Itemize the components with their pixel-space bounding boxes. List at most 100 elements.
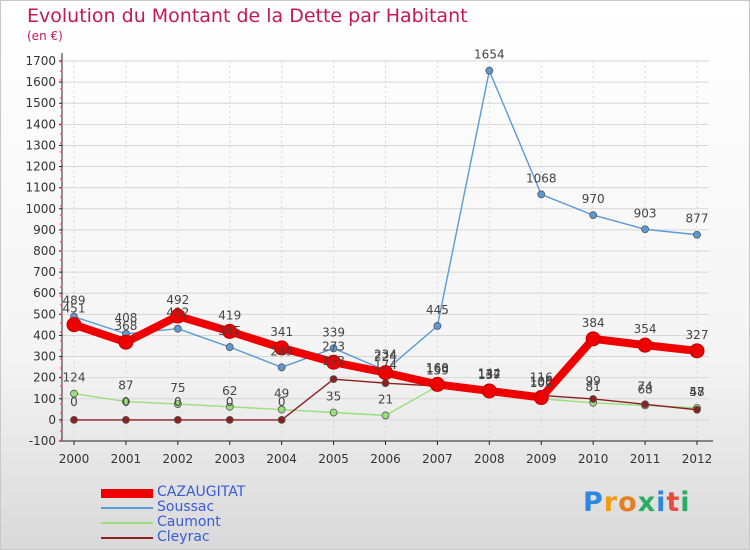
- axis-dot: [60, 367, 63, 369]
- data-label-caumont: 35: [326, 390, 341, 404]
- legend-swatch: [101, 488, 153, 498]
- logo-letter: i: [680, 487, 691, 518]
- logo-letter: x: [637, 487, 657, 518]
- data-point-cazaugitat: [689, 343, 705, 359]
- y-tick-label: 600: [33, 286, 56, 300]
- axis-dot: [60, 241, 63, 243]
- axis-dot: [60, 376, 63, 378]
- data-label-cazaugitat: 384: [582, 316, 605, 330]
- data-label-cazaugitat: 224: [374, 350, 397, 364]
- y-tick-label: 1300: [25, 138, 56, 152]
- data-point-cazaugitat: [66, 317, 82, 333]
- data-label-soussac: 345: [218, 324, 241, 338]
- axis-dot: [60, 277, 63, 279]
- x-tick-label: 2007: [422, 452, 453, 466]
- unit-label: (en €): [27, 29, 63, 43]
- data-label-caumont: 62: [222, 384, 237, 398]
- x-tick-label: 2004: [266, 452, 297, 466]
- grid-lines: [62, 60, 709, 442]
- legend-swatch: [101, 507, 153, 509]
- data-point-caumont: [277, 405, 286, 414]
- axis-dot: [60, 61, 63, 63]
- data-point-cleyrac: [329, 375, 338, 384]
- axis-dot: [60, 403, 63, 405]
- data-point-cleyrac: [381, 379, 390, 388]
- axis-dot: [60, 268, 63, 270]
- data-point-cazaugitat: [637, 337, 653, 353]
- data-point-soussac: [433, 322, 442, 330]
- y-tick-label: 1000: [25, 202, 56, 216]
- x-tick-label: 2003: [214, 452, 245, 466]
- data-label-cleyrac: 0: [174, 395, 182, 409]
- data-label-cleyrac: 116: [530, 370, 553, 384]
- data-label-cleyrac: 0: [122, 395, 130, 409]
- x-tick-label: 2008: [474, 452, 505, 466]
- data-point-cazaugitat: [222, 323, 238, 339]
- legend-swatch: [101, 537, 153, 539]
- data-point-cazaugitat: [481, 383, 497, 399]
- axis-dot: [60, 430, 63, 432]
- data-point-cazaugitat: [585, 331, 601, 347]
- data-label-soussac: 1068: [526, 171, 557, 185]
- data-point-soussac: [641, 225, 649, 234]
- axis-dot: [60, 178, 63, 180]
- data-point-soussac: [693, 230, 701, 239]
- data-label-caumont: 75: [170, 381, 185, 395]
- axis-dot: [60, 232, 63, 234]
- y-tick-label: 0: [48, 413, 56, 427]
- data-label-soussac: 249: [270, 344, 293, 358]
- data-point-soussac: [537, 190, 546, 199]
- data-label-cazaugitat: 341: [270, 325, 293, 339]
- axis-dot: [60, 169, 63, 171]
- data-label-caumont: 57: [689, 385, 704, 399]
- legend-label: Soussac: [157, 499, 215, 515]
- data-point-cleyrac: [173, 415, 182, 424]
- data-point-soussac: [225, 343, 234, 351]
- data-label-cazaugitat: 106: [530, 375, 553, 389]
- legend-label: Caumont: [157, 514, 221, 530]
- data-point-soussac: [277, 363, 286, 372]
- legend-swatch: [101, 522, 153, 524]
- axis-dot: [60, 160, 63, 162]
- axis-dot: [60, 385, 63, 387]
- data-label-cleyrac: 0: [70, 395, 78, 409]
- data-point-cleyrac: [70, 415, 78, 424]
- data-point-soussac: [485, 66, 494, 75]
- data-label-soussac: 432: [166, 306, 189, 320]
- data-label-cazaugitat: 273: [322, 339, 345, 353]
- y-tick-label: 500: [33, 307, 56, 321]
- y-tick-label: 1200: [25, 160, 56, 174]
- axis-dot: [60, 340, 63, 342]
- y-tick-label: 900: [33, 223, 56, 237]
- axis-dot: [60, 214, 63, 216]
- y-tick-label: 1600: [25, 75, 56, 89]
- data-label-cazaugitat: 327: [686, 328, 709, 342]
- x-tick-label: 2005: [318, 452, 349, 466]
- axis-dot: [60, 250, 63, 252]
- y-tick-label: 1100: [25, 181, 56, 195]
- x-tick-label: 2001: [111, 452, 142, 466]
- data-label-soussac: 339: [322, 325, 345, 339]
- data-label-soussac: 234: [374, 347, 397, 361]
- data-label-cleyrac: 99: [586, 374, 601, 388]
- axis-dot: [60, 106, 63, 108]
- axis-dot: [60, 412, 63, 414]
- y-tick-label: 1400: [25, 117, 56, 131]
- x-tick-label: 2006: [370, 452, 401, 466]
- chart-title: Evolution du Montant de la Dette par Hab…: [27, 5, 468, 27]
- axis-dot: [60, 259, 63, 261]
- axis-dot: [60, 358, 63, 360]
- data-point-cleyrac: [589, 395, 598, 403]
- series-points: [66, 66, 705, 424]
- data-label-cleyrac: 48: [689, 385, 704, 399]
- y-tick-label: 400: [33, 328, 56, 342]
- logo-letter: P: [583, 487, 604, 518]
- y-tick-label: 300: [33, 350, 56, 364]
- y-tick-label: 200: [33, 371, 56, 385]
- data-label-cleyrac: 0: [278, 395, 286, 409]
- data-point-cleyrac: [225, 415, 234, 424]
- axis-dot: [60, 439, 63, 441]
- data-point-cleyrac: [277, 415, 286, 424]
